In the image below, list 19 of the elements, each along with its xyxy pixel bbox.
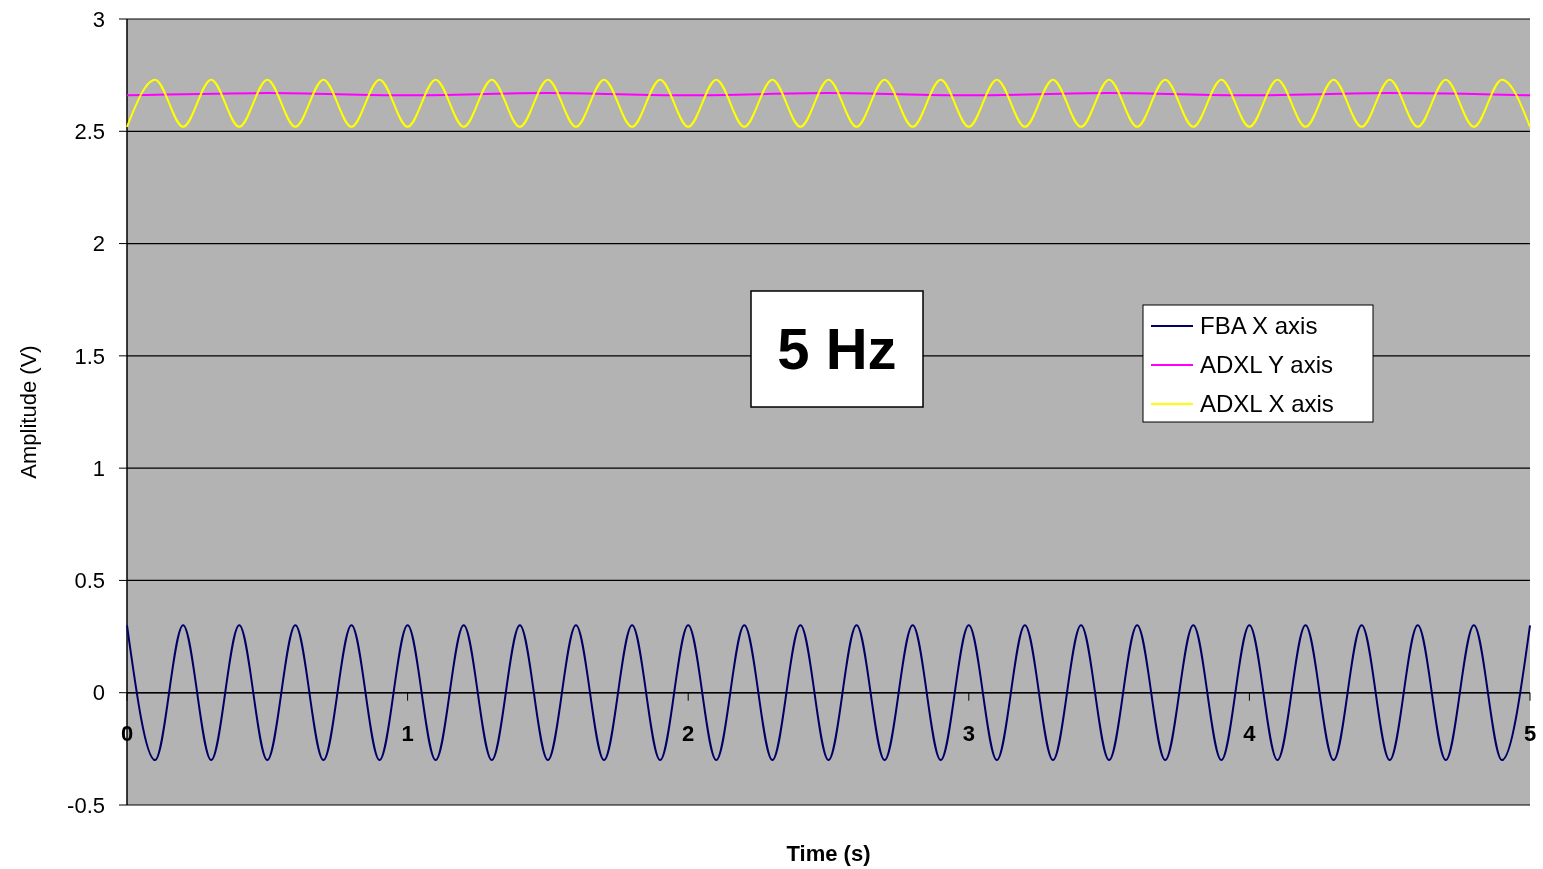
y-tick-label: 2.5 <box>74 118 105 144</box>
x-tick-label: 1 <box>401 720 414 746</box>
y-tick-label: 2 <box>92 231 105 257</box>
y-tick-label: 0 <box>92 680 105 706</box>
annotation: 5 Hz <box>777 316 897 382</box>
y-tick-label: 0.5 <box>74 568 105 594</box>
legend-label: FBA X axis <box>1200 312 1318 340</box>
y-tick-label: 1 <box>92 455 105 481</box>
x-axis-title: Time (s) <box>786 841 871 866</box>
y-tick-label: 3 <box>92 6 105 32</box>
legend-label: ADXL X axis <box>1200 390 1334 418</box>
y-tick-label: 1.5 <box>74 343 105 369</box>
x-tick-label: 2 <box>682 720 695 746</box>
x-tick-label: 3 <box>962 720 975 746</box>
legend-label: ADXL Y axis <box>1200 351 1333 379</box>
y-tick-label: -0.5 <box>67 792 105 818</box>
x-tick-label: 5 <box>1523 720 1537 746</box>
x-tick-label: 4 <box>1243 720 1257 746</box>
y-axis-title: Amplitude (V) <box>16 345 41 479</box>
